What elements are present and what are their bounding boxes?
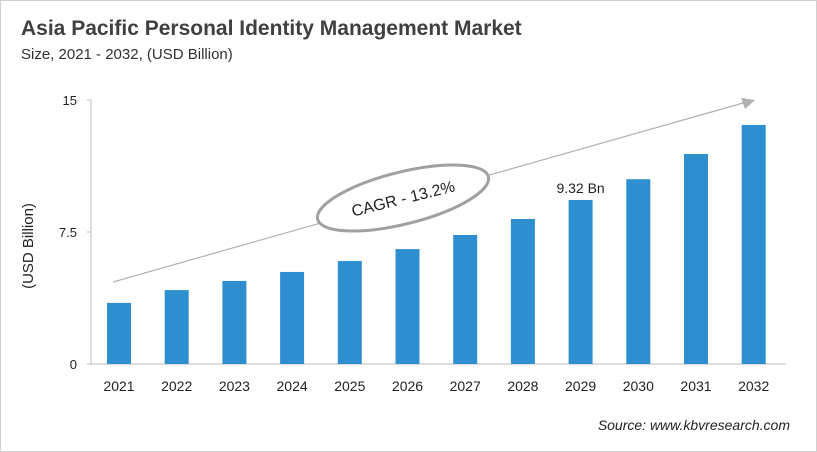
y-tick-label: 0 [70,357,77,372]
x-tick-label: 2027 [450,378,481,394]
bar-2032 [741,124,766,364]
x-tick-label: 2028 [507,378,538,394]
y-tick-label: 15 [63,93,77,108]
bar-2025 [337,261,362,364]
chart-title: Asia Pacific Personal Identity Managemen… [21,17,522,40]
bar-2030 [626,179,651,364]
x-tick-label: 2025 [334,378,365,394]
bar-2024 [280,271,305,364]
bar-2028 [510,218,535,364]
data-label-2029: 9.32 Bn [556,180,604,196]
bar-2031 [684,154,708,364]
x-tick-label: 2023 [219,378,250,394]
x-tick-label: 2030 [623,378,654,394]
source-credit: Source: www.kbvresearch.com [597,417,790,433]
x-tick-label: 2031 [680,378,711,394]
bar-2026 [395,249,420,364]
y-axis-label: (USD Billion) [20,203,37,289]
x-tick-label: 2021 [103,378,134,394]
x-tick-label: 2029 [565,378,596,394]
bar-2022 [164,290,189,364]
x-tick-label: 2022 [161,378,192,394]
bar-2027 [453,234,478,364]
bar-2029 [568,199,593,364]
x-tick-label: 2032 [738,378,769,394]
chart-subtitle: Size, 2021 - 2032, (USD Billion) [21,46,233,63]
bar-2023 [222,280,247,364]
x-tick-label: 2024 [277,378,308,394]
bar-2021 [107,302,131,364]
x-tick-label: 2026 [392,378,423,394]
cagr-ellipse [315,163,491,233]
y-tick-label: 7.5 [59,225,77,240]
